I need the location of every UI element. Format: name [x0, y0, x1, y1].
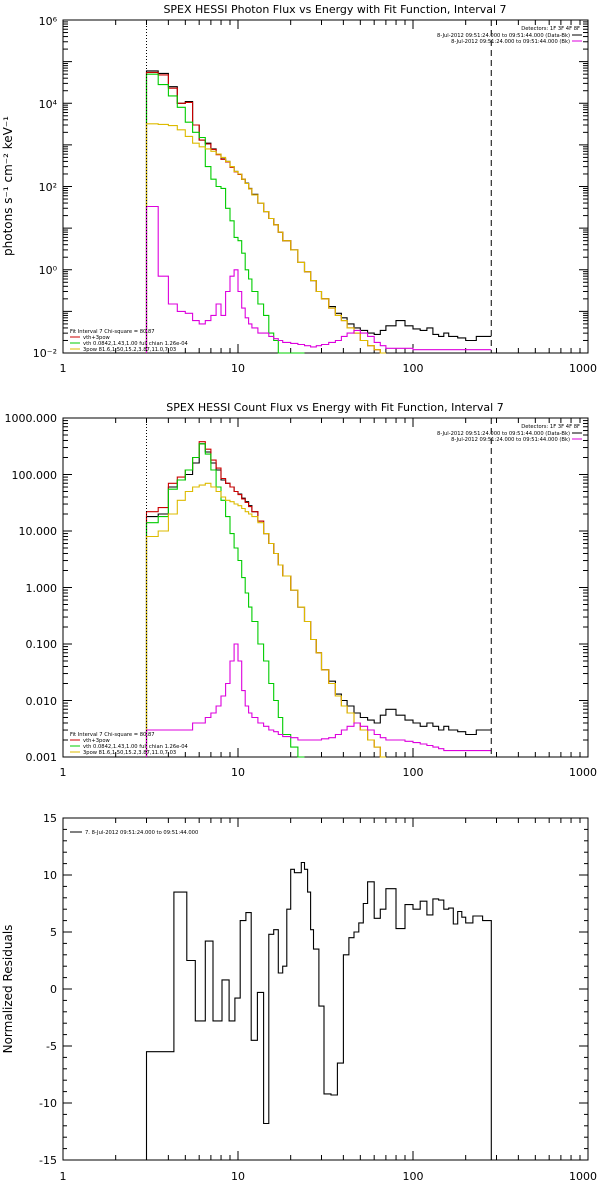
series-line-residual	[145, 861, 492, 1160]
residuals-ticks	[63, 818, 588, 1160]
count-ticks	[63, 418, 588, 757]
residuals-xtick-label: 1	[60, 1170, 67, 1183]
photon-legend-title: Fit Interval 7 Chi-square = 80.87	[70, 329, 155, 335]
count-legend-item: vth+3pow	[83, 738, 111, 744]
photon-xtick-label: 1	[60, 362, 67, 375]
count-xtick-label: 1	[60, 766, 67, 779]
residuals-ytick-label: -10	[39, 1097, 57, 1110]
count-info-line2: 8-Jul-2012 09:51:24.000 to 09:51:44.000 …	[451, 437, 570, 443]
residuals-xtick-label: 1000	[569, 1170, 597, 1183]
count-ytick-label: 100.000	[12, 469, 58, 482]
count-xtick-label: 100	[403, 766, 424, 779]
series-line-Data-Bk	[145, 70, 492, 353]
photon-ytick-label: 10²	[39, 181, 57, 194]
count-legend-title: Fit Interval 7 Chi-square = 80.87	[70, 732, 155, 738]
series-line-Bk	[145, 643, 492, 757]
photon-info-line1: 8-Jul-2012 09:51:24.000 to 09:51:44.000 …	[437, 33, 570, 39]
series-line-Data-Bk	[145, 443, 492, 757]
series-line-vth+3pow	[145, 441, 386, 758]
photon-ytick-label: 10⁶	[39, 15, 58, 28]
count-ytick-label: 10.000	[19, 525, 58, 538]
count-title: SPEX HESSI Count Flux vs Energy with Fit…	[166, 401, 503, 414]
residuals-xtick-label: 10	[231, 1170, 245, 1183]
count-ytick-label: 0.010	[26, 695, 58, 708]
photon-ytick-label: 10⁻²	[33, 347, 57, 360]
count-info-line1: 8-Jul-2012 09:51:24.000 to 09:51:44.000 …	[437, 431, 570, 437]
count-ytick-label: 0.100	[26, 638, 58, 651]
photon-y-axis-label: photons s⁻¹ cm⁻² keV⁻¹	[1, 116, 15, 256]
count-legend-item: 3pow 81.6,1.50,15.2,3.87,11.0,7.03	[83, 750, 176, 756]
count-ytick-label: 1.000	[26, 582, 58, 595]
residuals-ytick-label: 15	[43, 812, 57, 825]
residuals-xtick-label: 100	[403, 1170, 424, 1183]
series-line-3pow	[145, 123, 386, 354]
count-marks	[145, 418, 492, 758]
photon-xtick-label: 100	[403, 362, 424, 375]
residuals-ytick-label: 10	[43, 869, 57, 882]
count-legend-item: vth 0.0842,1.43,1.00 full chian 1.26e-04	[83, 744, 188, 750]
residuals-y-axis-label: Normalized Residuals	[1, 925, 15, 1054]
residuals-ytick-label: -15	[39, 1154, 57, 1167]
photon-detectors: Detectors: 1F 3F 4F 8F	[521, 26, 580, 32]
photon-ytick-label: 10⁴	[39, 98, 58, 111]
count-xtick-label: 10	[231, 766, 245, 779]
photon-xtick-label: 10	[231, 362, 245, 375]
series-line-3pow	[145, 482, 386, 758]
series-line-vth	[145, 73, 305, 354]
series-line-Bk	[145, 205, 492, 353]
series-line-vth	[145, 443, 305, 758]
photon-marks	[145, 20, 492, 354]
residuals-ytick-label: -5	[46, 1040, 57, 1053]
residuals-panel: 1 10 100 1000 -15 -10 -5 0 5 10 15 Norma…	[1, 812, 597, 1183]
residuals-marks	[145, 861, 492, 1160]
count-ytick-label: 0.001	[26, 751, 58, 764]
photon-plot-frame	[62, 19, 589, 354]
residuals-plot-frame	[62, 817, 589, 1161]
photon-legend-item: vth+3pow	[83, 335, 111, 341]
photon-panel: SPEX HESSI Photon Flux vs Energy with Fi…	[1, 3, 597, 375]
count-xtick-label: 1000	[569, 766, 597, 779]
count-ytick-label: 1000.000	[5, 412, 58, 425]
photon-info-line2: 8-Jul-2012 09:51:24.000 to 09:51:44.000 …	[451, 39, 570, 45]
residuals-ytick-label: 0	[50, 983, 57, 996]
count-detectors: Detectors: 1F 3F 4F 8F	[521, 424, 580, 430]
residuals-legend-item: 7. 8-Jul-2012 09:51:24.000 to 09:51:44.0…	[85, 830, 198, 836]
photon-xtick-label: 1000	[569, 362, 597, 375]
count-plot-frame	[62, 417, 589, 758]
count-panel: SPEX HESSI Count Flux vs Energy with Fit…	[5, 401, 598, 779]
photon-title: SPEX HESSI Photon Flux vs Energy with Fi…	[163, 3, 506, 16]
photon-ticks	[63, 20, 588, 353]
photon-legend-item: vth 0.0842,1.43,1.00 full chian 1.26e-04	[83, 341, 188, 347]
residuals-ytick-label: 5	[50, 926, 57, 939]
photon-ytick-label: 10⁰	[39, 264, 58, 277]
photon-legend-item: 3pow 81.6,1.50,15.2,3.87,11.0,7.03	[83, 347, 176, 353]
